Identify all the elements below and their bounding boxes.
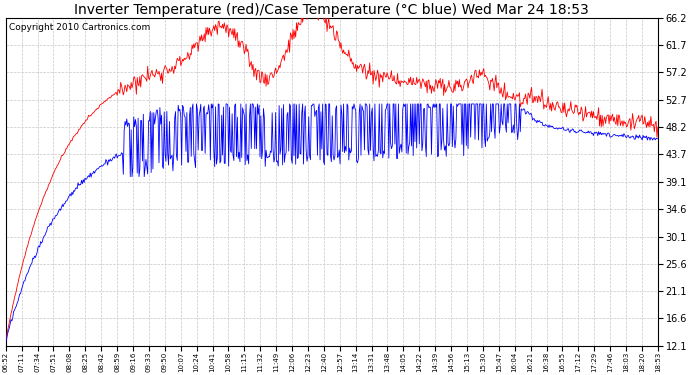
Text: Copyright 2010 Cartronics.com: Copyright 2010 Cartronics.com (9, 23, 150, 32)
Title: Inverter Temperature (red)/Case Temperature (°C blue) Wed Mar 24 18:53: Inverter Temperature (red)/Case Temperat… (75, 3, 589, 17)
